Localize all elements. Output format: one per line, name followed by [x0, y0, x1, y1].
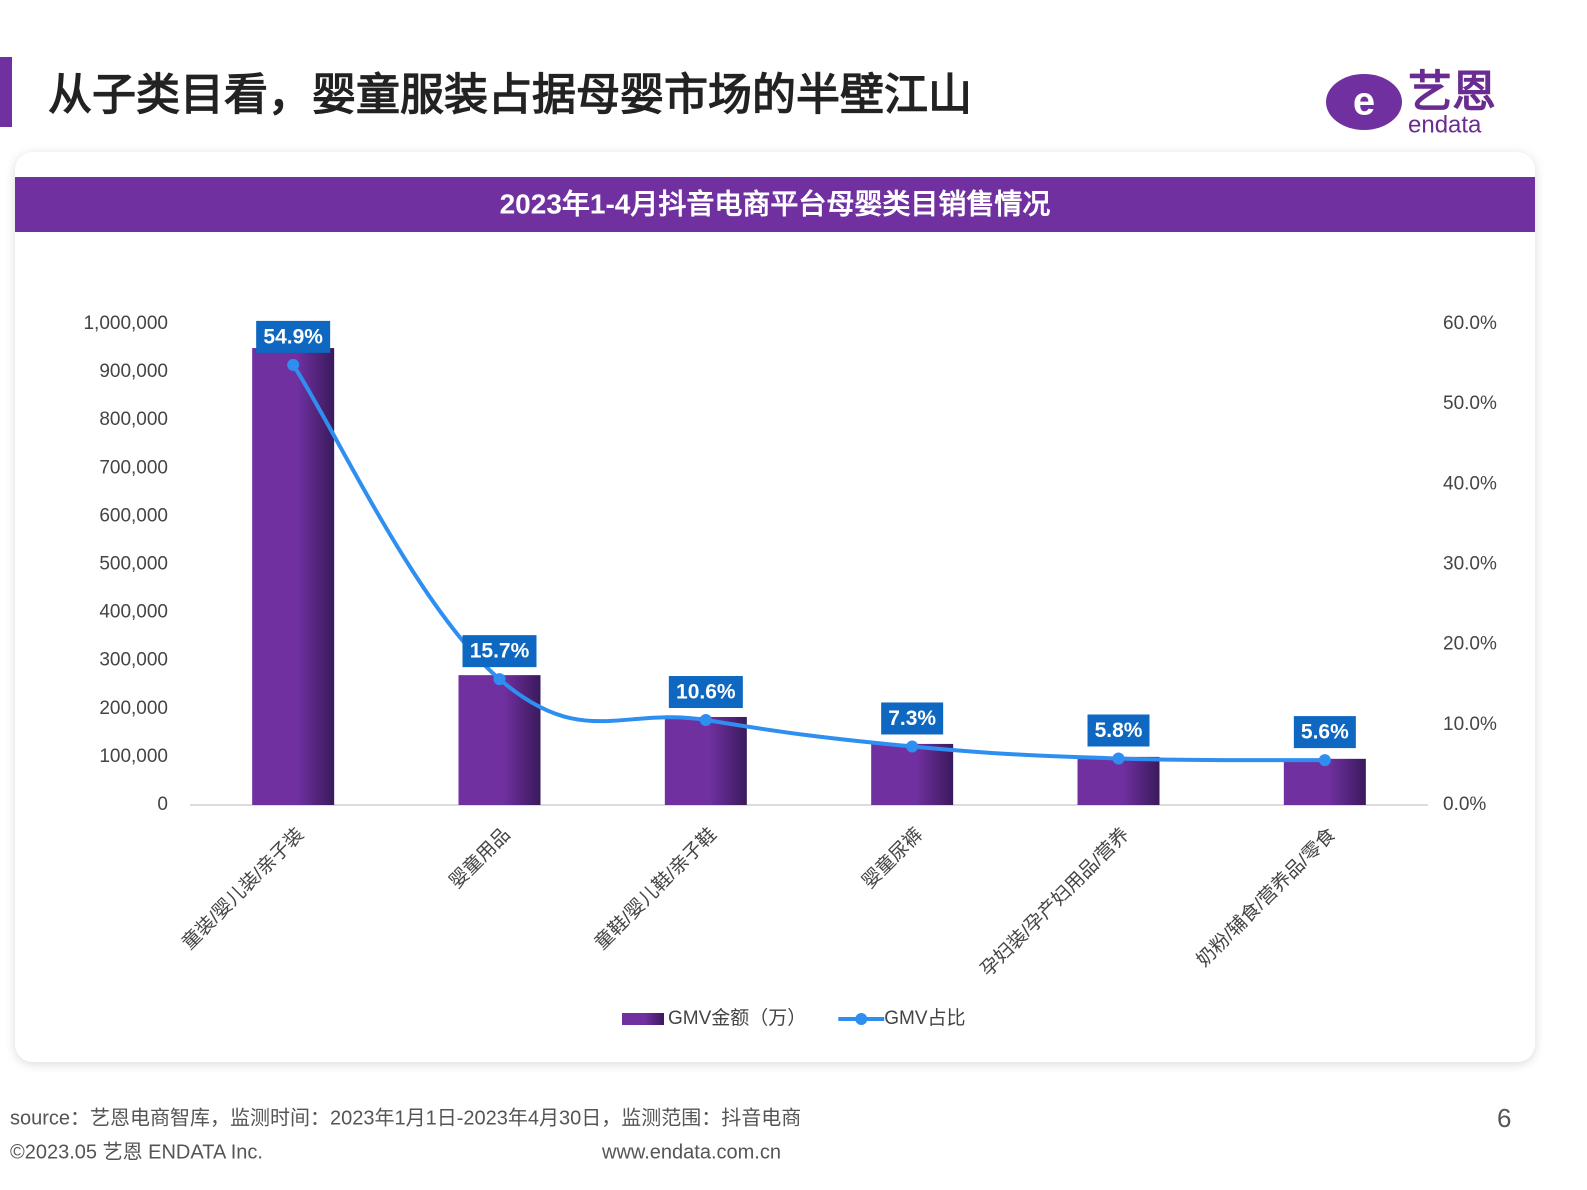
chart-title: 2023年1-4月抖音电商平台母婴类目销售情况 — [500, 187, 1051, 219]
y-tick-label: 300,000 — [99, 650, 168, 671]
y-tick-label: 500,000 — [99, 554, 168, 575]
url: www.endata.com.cn — [601, 1141, 781, 1163]
bar — [252, 348, 335, 805]
logo-mark — [1326, 74, 1402, 130]
legend-swatch — [622, 1013, 664, 1025]
value-label: 5.8% — [1095, 719, 1143, 742]
y2-tick-label: 20.0% — [1443, 634, 1497, 655]
bar — [871, 743, 954, 805]
line-marker — [1318, 754, 1331, 767]
y-tick-label: 1,000,000 — [83, 313, 168, 334]
line-marker — [287, 358, 300, 371]
line-marker — [906, 740, 919, 753]
bar — [1283, 758, 1366, 805]
value-label-box — [462, 635, 537, 668]
line-marker — [1112, 752, 1125, 765]
logo: e 艺恩 endata — [1326, 68, 1496, 138]
y-tick-label: 200,000 — [99, 698, 168, 719]
y-tick-label: 400,000 — [99, 602, 168, 623]
value-label-box — [1293, 716, 1356, 749]
y-tick-label: 700,000 — [99, 457, 168, 478]
y-tick-label: 0 — [157, 794, 168, 815]
legend-label: GMV金额（万） — [668, 1007, 806, 1029]
value-label-box — [1087, 714, 1150, 747]
y2-tick-label: 50.0% — [1443, 393, 1497, 414]
y2-tick-label: 10.0% — [1443, 714, 1497, 735]
y-tick-label: 900,000 — [99, 361, 168, 382]
value-label: 54.9% — [263, 325, 323, 348]
line — [291, 363, 1325, 763]
y2-tick-label: 30.0% — [1443, 554, 1497, 575]
y2-tick-label: 40.0% — [1443, 473, 1497, 494]
value-label: 5.6% — [1301, 721, 1349, 744]
y-tick-label: 100,000 — [99, 746, 168, 767]
chart-card — [15, 152, 1535, 1062]
y2-tick-label: 0.0% — [1443, 794, 1486, 815]
y2-tick-label: 60.0% — [1443, 313, 1497, 334]
y-tick-label: 600,000 — [99, 505, 168, 526]
value-label: 7.3% — [888, 707, 936, 730]
value-label: 15.7% — [470, 640, 530, 663]
line-marker — [699, 714, 712, 727]
y-tick-label: 800,000 — [99, 409, 168, 430]
value-label: 10.6% — [676, 681, 736, 704]
legend-label: GMV占比 — [884, 1007, 965, 1029]
page-number: 6 — [1497, 1103, 1511, 1133]
bar — [458, 675, 541, 805]
line-marker — [493, 673, 506, 686]
value-label-box — [668, 676, 743, 709]
bar — [664, 716, 747, 805]
source: source：艺恩电商智库，监测时间：2023年1月1日-2023年4月30日，… — [10, 1106, 801, 1129]
copyright: ©2023.05 艺恩 ENDATA Inc. — [10, 1140, 263, 1163]
chart-header — [15, 177, 1535, 232]
logo-letter: e — [1353, 80, 1375, 124]
legend-marker — [855, 1013, 868, 1025]
accent-bar — [0, 57, 12, 127]
page-title: 从子类目看，婴童服装占据母婴市场的半壁江山 — [48, 71, 972, 120]
value-label-box — [256, 320, 331, 353]
value-label-box — [881, 702, 944, 735]
bar — [1077, 756, 1160, 805]
logo-sub: endata — [1408, 111, 1482, 138]
logo-name: 艺恩 — [1408, 68, 1496, 117]
